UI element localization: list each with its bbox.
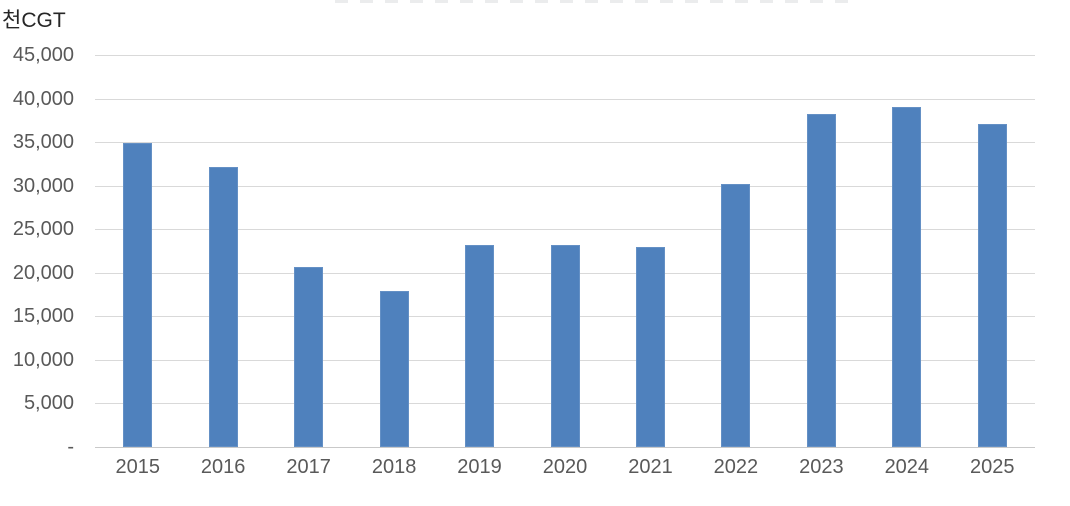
x-tick-label-2023: 2023: [799, 456, 844, 478]
gridline-30000: [95, 185, 1035, 187]
y-tick-label-5000: 5,000: [23, 392, 74, 415]
gridline-40000: [95, 98, 1035, 100]
bar-2015: [123, 142, 153, 447]
bar-2020: [550, 244, 580, 447]
plot-area: [95, 55, 1035, 448]
bar-2022: [721, 183, 751, 447]
bar-2018: [379, 291, 409, 447]
y-tick-label-30000: 30,000: [12, 174, 74, 197]
bar-2023: [806, 114, 836, 447]
x-tick-label-2024: 2024: [884, 456, 930, 478]
bar-2017: [294, 266, 324, 447]
x-tick-label-2015: 2015: [115, 456, 160, 478]
y-tick-label-35000: 35,000: [12, 131, 74, 154]
bar-2025: [977, 123, 1007, 447]
x-tick-label-2018: 2018: [371, 456, 417, 478]
y-tick-label-10000: 10,000: [12, 348, 74, 371]
x-tick-label-2025: 2025: [970, 456, 1015, 478]
y-tick-label-15000: 15,000: [12, 305, 74, 328]
x-tick-label-2020: 2020: [542, 456, 588, 478]
x-tick-label-2017: 2017: [286, 456, 331, 478]
x-tick-label-2019: 2019: [457, 456, 502, 478]
gridline-45000: [95, 55, 1035, 56]
bar-2021: [635, 246, 665, 447]
x-tick-label-2016: 2016: [200, 456, 246, 478]
x-tick-label-2021: 2021: [628, 456, 673, 478]
y-tick-label-40000: 40,000: [12, 87, 74, 110]
gridline-35000: [95, 142, 1035, 144]
y-tick-label-25000: 25,000: [12, 218, 74, 241]
gridline-25000: [95, 229, 1035, 231]
y-tick-label--: -: [67, 436, 74, 458]
y-tick-label-20000: 20,000: [12, 261, 74, 284]
x-tick-label-2022: 2022: [713, 456, 759, 478]
bar-2024: [892, 107, 922, 447]
clipped-title-remnant: [335, 0, 850, 3]
bar-2016: [208, 167, 238, 447]
y-tick-label-45000: 45,000: [12, 44, 74, 66]
y-axis-unit-label: 천CGT: [2, 9, 66, 32]
bar-2019: [465, 244, 495, 447]
